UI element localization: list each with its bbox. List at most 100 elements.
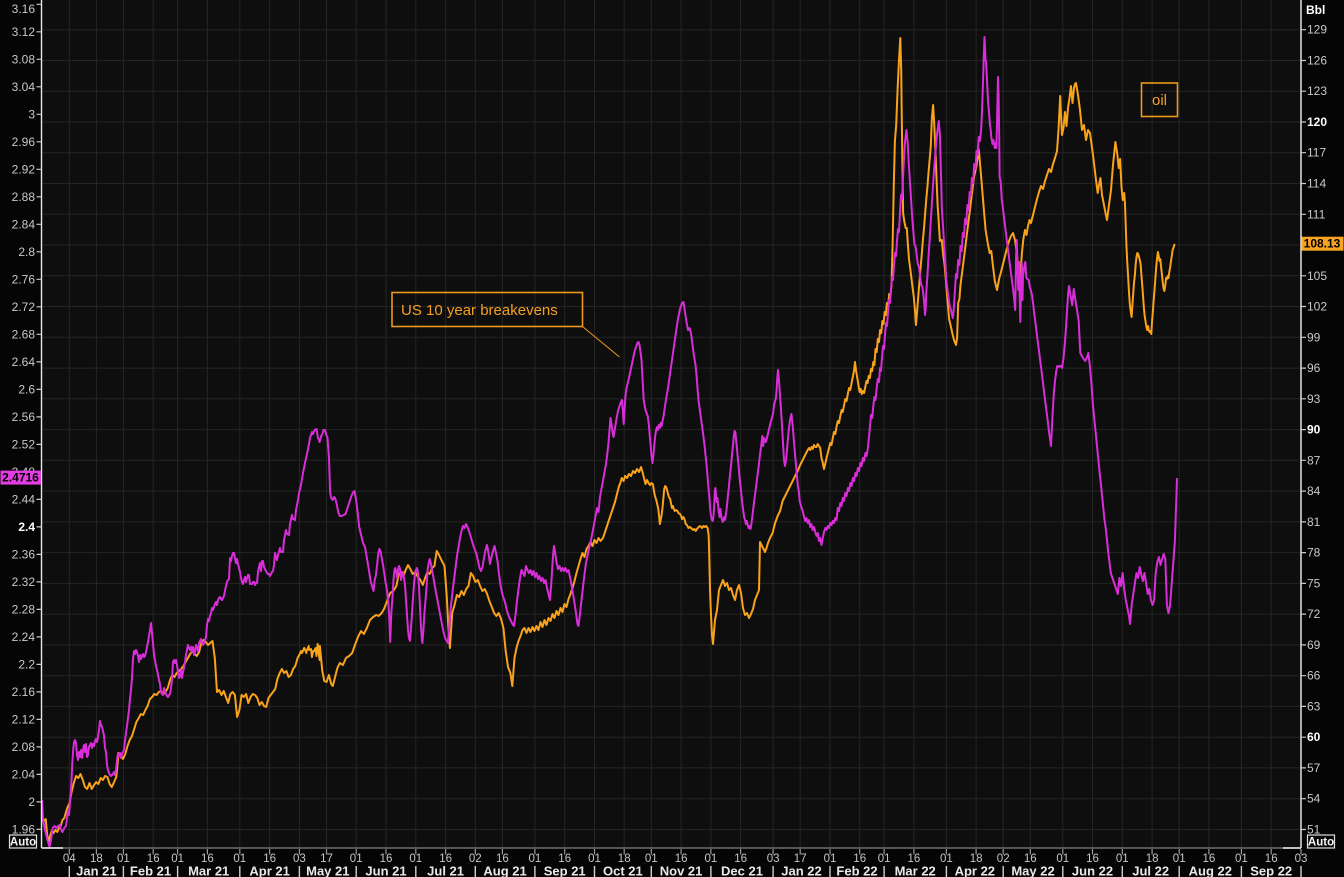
svg-text:1.96: 1.96 [12,822,36,836]
svg-text:16: 16 [558,853,571,865]
svg-text:Dec 21: Dec 21 [721,864,763,877]
svg-text:2.36: 2.36 [12,547,36,561]
svg-text:54: 54 [1307,792,1321,806]
svg-text:01: 01 [878,853,891,865]
svg-text:16: 16 [147,853,160,865]
svg-text:2.52: 2.52 [12,437,36,451]
svg-text:01: 01 [824,853,837,865]
svg-text:16: 16 [675,853,688,865]
svg-text:16: 16 [1086,853,1099,865]
svg-text:16: 16 [201,853,214,865]
svg-text:01: 01 [171,853,184,865]
svg-text:87: 87 [1307,453,1321,467]
svg-text:2.6: 2.6 [18,382,35,396]
svg-text:16: 16 [908,853,921,865]
svg-text:2.72: 2.72 [12,300,36,314]
svg-text:01: 01 [588,853,601,865]
svg-text:2.8: 2.8 [18,245,35,259]
svg-text:Bbl: Bbl [1306,3,1325,17]
svg-text:63: 63 [1307,699,1321,713]
svg-text:2.84: 2.84 [12,217,36,231]
svg-text:03: 03 [767,853,780,865]
svg-text:2.2: 2.2 [18,657,35,671]
svg-text:01: 01 [1056,853,1069,865]
svg-text:Mar 22: Mar 22 [895,864,936,877]
svg-text:96: 96 [1307,361,1321,375]
svg-text:2.08: 2.08 [12,740,36,754]
svg-text:105: 105 [1307,269,1327,283]
svg-text:2.04: 2.04 [12,767,36,781]
svg-text:16: 16 [1024,853,1037,865]
svg-text:129: 129 [1307,23,1327,37]
svg-text:Jan 21: Jan 21 [76,864,116,877]
svg-text:16: 16 [853,853,866,865]
svg-text:2.16: 2.16 [12,685,36,699]
svg-text:May 22: May 22 [1011,864,1054,877]
svg-text:01: 01 [1235,853,1248,865]
svg-text:01: 01 [645,853,658,865]
svg-text:78: 78 [1307,546,1321,560]
svg-text:16: 16 [496,853,509,865]
svg-text:Apr 22: Apr 22 [955,864,995,877]
svg-text:18: 18 [1146,853,1159,865]
svg-text:99: 99 [1307,330,1321,344]
svg-text:2.4: 2.4 [18,520,35,534]
svg-text:Sep 22: Sep 22 [1250,864,1292,877]
svg-text:Aug 22: Aug 22 [1189,864,1232,877]
svg-text:2.92: 2.92 [12,162,36,176]
svg-text:81: 81 [1307,515,1321,529]
svg-text:01: 01 [1116,853,1129,865]
svg-text:16: 16 [734,853,747,865]
svg-text:Jun 21: Jun 21 [365,864,406,877]
svg-text:Oct 21: Oct 21 [603,864,643,877]
svg-text:72: 72 [1307,607,1321,621]
svg-text:Mar 21: Mar 21 [188,864,229,877]
svg-text:Jun 22: Jun 22 [1072,864,1113,877]
svg-text:Auto: Auto [10,837,36,849]
svg-text:2.64: 2.64 [12,355,36,369]
svg-text:oil: oil [1152,92,1167,109]
svg-text:18: 18 [618,853,631,865]
svg-text:01: 01 [1173,853,1186,865]
svg-text:126: 126 [1307,54,1327,68]
svg-text:75: 75 [1307,576,1321,590]
svg-text:Feb 22: Feb 22 [836,864,877,877]
svg-text:Nov 21: Nov 21 [660,864,703,877]
svg-text:01: 01 [409,853,422,865]
svg-text:60: 60 [1307,730,1321,744]
svg-text:90: 90 [1307,423,1321,437]
svg-text:17: 17 [794,853,807,865]
svg-text:17: 17 [320,853,333,865]
svg-text:18: 18 [970,853,983,865]
svg-text:16: 16 [380,853,393,865]
svg-text:01: 01 [350,853,363,865]
svg-text:2.4716: 2.4716 [2,471,39,485]
svg-text:2: 2 [28,795,35,809]
svg-text:02: 02 [997,853,1010,865]
svg-text:Jan 22: Jan 22 [781,864,821,877]
svg-text:03: 03 [293,853,306,865]
svg-text:111: 111 [1307,207,1326,221]
svg-text:Jul 22: Jul 22 [1132,864,1169,877]
svg-text:2.68: 2.68 [12,327,36,341]
svg-text:01: 01 [529,853,542,865]
svg-text:2.44: 2.44 [12,492,36,506]
svg-text:3.16: 3.16 [12,2,36,16]
svg-text:16: 16 [1265,853,1278,865]
svg-text:120: 120 [1307,115,1327,129]
svg-text:18: 18 [90,853,103,865]
svg-text:102: 102 [1307,300,1327,314]
svg-text:69: 69 [1307,638,1321,652]
svg-text:Sep 21: Sep 21 [544,864,586,877]
svg-text:01: 01 [940,853,953,865]
svg-text:Feb 21: Feb 21 [130,864,171,877]
svg-text:Jul 21: Jul 21 [427,864,464,877]
svg-text:114: 114 [1307,177,1326,191]
svg-text:Apr 21: Apr 21 [249,864,289,877]
svg-text:57: 57 [1307,761,1321,775]
svg-text:2.28: 2.28 [12,602,36,616]
svg-text:84: 84 [1307,484,1321,498]
svg-text:3.08: 3.08 [12,52,36,66]
svg-text:2.96: 2.96 [12,135,36,149]
svg-text:04: 04 [63,853,76,865]
